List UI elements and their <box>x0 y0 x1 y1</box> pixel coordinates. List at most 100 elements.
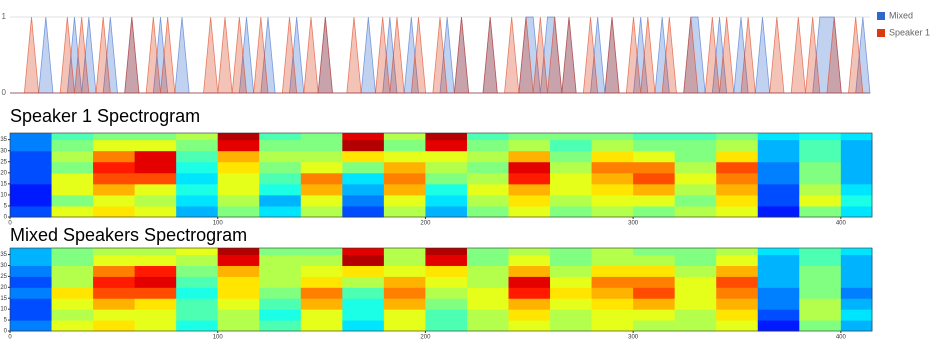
heat-cell <box>300 276 343 288</box>
x-tick-label: 100 <box>213 221 224 227</box>
heat-cell <box>633 183 676 196</box>
heat-cell <box>217 172 260 185</box>
heat-cell <box>176 161 219 174</box>
heat-cell <box>508 133 551 141</box>
x-tick-label: 400 <box>836 335 847 341</box>
heat-cell <box>633 254 676 266</box>
heat-cell <box>508 320 551 332</box>
heat-cell <box>176 205 219 218</box>
heat-cell <box>176 276 219 288</box>
heat-cell <box>466 150 510 163</box>
heat-cell <box>757 161 800 174</box>
heat-cell <box>176 194 219 207</box>
heat-cell <box>840 248 873 256</box>
heat-cell <box>716 183 759 196</box>
heat-cell <box>342 194 385 207</box>
heat-cell <box>550 298 593 310</box>
heat-cell <box>10 265 53 277</box>
heat-cell <box>51 287 94 299</box>
heat-cell <box>799 161 842 174</box>
heat-cell <box>716 248 759 256</box>
heat-cell <box>176 265 219 277</box>
heat-cell <box>633 161 676 174</box>
heat-cell <box>674 265 717 277</box>
heat-cell <box>93 133 136 141</box>
heat-cell <box>466 248 510 256</box>
heat-cell <box>591 248 634 256</box>
heat-cell <box>466 287 510 299</box>
heat-cell <box>757 265 800 277</box>
heat-cell <box>51 205 94 218</box>
heat-cell <box>799 205 842 218</box>
heat-cell <box>259 298 302 310</box>
heat-cell <box>176 133 219 141</box>
heat-cell <box>383 150 426 163</box>
heat-cell <box>674 183 717 196</box>
heat-cell <box>217 150 260 163</box>
heat-cell <box>383 194 426 207</box>
heat-cell <box>259 139 302 152</box>
heat-cell <box>134 194 177 207</box>
heat-cell <box>840 298 873 310</box>
y-tick-label: 35 <box>0 137 7 143</box>
heat-cell <box>466 298 510 310</box>
heat-cell <box>93 276 136 288</box>
heat-cell <box>425 133 468 141</box>
heat-cell <box>799 248 842 256</box>
heat-cell <box>425 139 468 152</box>
heat-cell <box>799 150 842 163</box>
heat-cell <box>217 320 260 332</box>
heat-cell <box>799 139 842 152</box>
heat-cell <box>217 276 260 288</box>
heat-cell <box>217 298 260 310</box>
heat-cell <box>508 265 551 277</box>
heat-cell <box>342 205 385 218</box>
heat-cell <box>550 276 593 288</box>
heat-cell <box>550 183 593 196</box>
heat-cell <box>383 139 426 152</box>
heat-cell <box>799 194 842 207</box>
heat-cell <box>550 309 593 321</box>
heat-cell <box>716 161 759 174</box>
heat-cell <box>633 287 676 299</box>
heat-cell <box>840 320 873 332</box>
heat-cell <box>176 320 219 332</box>
heat-cell <box>466 183 510 196</box>
heat-cell <box>591 172 634 185</box>
heat-cell <box>134 298 177 310</box>
heat-cell <box>674 320 717 332</box>
heat-cell <box>217 139 260 152</box>
heat-cell <box>383 183 426 196</box>
heat-cell <box>550 248 593 256</box>
heat-cell <box>10 287 53 299</box>
heat-cell <box>466 194 510 207</box>
heat-cell <box>93 287 136 299</box>
heat-cell <box>840 150 873 163</box>
heat-cell <box>134 172 177 185</box>
heat-cell <box>591 205 634 218</box>
heat-cell <box>93 309 136 321</box>
heat-cell <box>259 248 302 256</box>
heat-cell <box>176 248 219 256</box>
heat-cell <box>383 133 426 141</box>
heat-cell <box>259 265 302 277</box>
heat-cell <box>550 139 593 152</box>
x-tick-label: 0 <box>8 335 12 341</box>
heat-cell <box>674 161 717 174</box>
heat-cell <box>93 150 136 163</box>
heat-cell <box>300 254 343 266</box>
heat-cell <box>342 248 385 256</box>
heat-cell <box>259 320 302 332</box>
heat-cell <box>466 139 510 152</box>
y-tick-label: 0 <box>4 329 8 335</box>
heat-cell <box>674 254 717 266</box>
heat-cell <box>591 309 634 321</box>
heat-cell <box>300 139 343 152</box>
heat-cell <box>633 172 676 185</box>
heat-cell <box>176 309 219 321</box>
heat-cell <box>10 161 53 174</box>
heat-cell <box>591 254 634 266</box>
heat-cell <box>300 309 343 321</box>
heat-cell <box>757 194 800 207</box>
heat-cell <box>716 265 759 277</box>
